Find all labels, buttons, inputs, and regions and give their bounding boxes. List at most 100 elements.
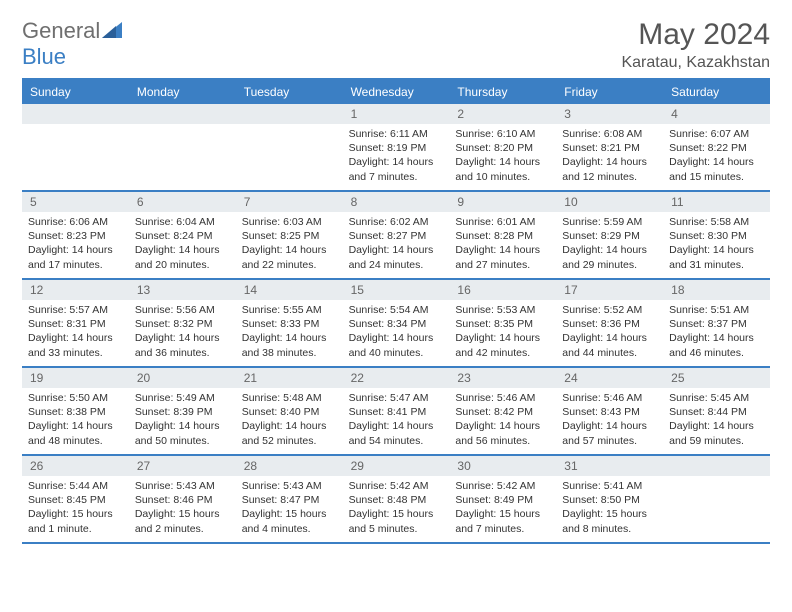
- logo-sail-icon: [102, 18, 122, 44]
- day-body: Sunrise: 5:49 AMSunset: 8:39 PMDaylight:…: [129, 388, 236, 454]
- day-body: Sunrise: 5:46 AMSunset: 8:42 PMDaylight:…: [449, 388, 556, 454]
- calendar-cell: 22Sunrise: 5:47 AMSunset: 8:41 PMDayligh…: [343, 368, 450, 454]
- calendar-week: 19Sunrise: 5:50 AMSunset: 8:38 PMDayligh…: [22, 368, 770, 456]
- page-title: May 2024: [621, 18, 770, 52]
- weekday-header: Sunday Monday Tuesday Wednesday Thursday…: [22, 80, 770, 104]
- day-body: Sunrise: 5:50 AMSunset: 8:38 PMDaylight:…: [22, 388, 129, 454]
- day-body: Sunrise: 5:42 AMSunset: 8:48 PMDaylight:…: [343, 476, 450, 542]
- day-body: Sunrise: 5:47 AMSunset: 8:41 PMDaylight:…: [343, 388, 450, 454]
- day-body: Sunrise: 5:57 AMSunset: 8:31 PMDaylight:…: [22, 300, 129, 366]
- day-number: [129, 104, 236, 124]
- day-number: 4: [663, 104, 770, 124]
- calendar-cell: 27Sunrise: 5:43 AMSunset: 8:46 PMDayligh…: [129, 456, 236, 542]
- calendar-cell: 14Sunrise: 5:55 AMSunset: 8:33 PMDayligh…: [236, 280, 343, 366]
- day-body: Sunrise: 5:42 AMSunset: 8:49 PMDaylight:…: [449, 476, 556, 542]
- calendar-cell: [663, 456, 770, 542]
- weekday-label: Saturday: [663, 80, 770, 104]
- calendar-week: 12Sunrise: 5:57 AMSunset: 8:31 PMDayligh…: [22, 280, 770, 368]
- calendar-cell: 25Sunrise: 5:45 AMSunset: 8:44 PMDayligh…: [663, 368, 770, 454]
- day-body: [236, 124, 343, 184]
- day-number: 6: [129, 192, 236, 212]
- day-number: 24: [556, 368, 663, 388]
- day-number: 9: [449, 192, 556, 212]
- calendar-cell: 21Sunrise: 5:48 AMSunset: 8:40 PMDayligh…: [236, 368, 343, 454]
- calendar-cell: 4Sunrise: 6:07 AMSunset: 8:22 PMDaylight…: [663, 104, 770, 190]
- day-body: Sunrise: 6:08 AMSunset: 8:21 PMDaylight:…: [556, 124, 663, 190]
- logo: GeneralBlue: [22, 18, 122, 70]
- day-body: Sunrise: 5:53 AMSunset: 8:35 PMDaylight:…: [449, 300, 556, 366]
- logo-word-a: General: [22, 18, 100, 43]
- day-body: Sunrise: 5:51 AMSunset: 8:37 PMDaylight:…: [663, 300, 770, 366]
- day-body: [663, 476, 770, 536]
- day-number: [22, 104, 129, 124]
- day-body: Sunrise: 6:11 AMSunset: 8:19 PMDaylight:…: [343, 124, 450, 190]
- calendar-cell: 3Sunrise: 6:08 AMSunset: 8:21 PMDaylight…: [556, 104, 663, 190]
- day-body: Sunrise: 5:43 AMSunset: 8:46 PMDaylight:…: [129, 476, 236, 542]
- day-number: 14: [236, 280, 343, 300]
- calendar-cell: 7Sunrise: 6:03 AMSunset: 8:25 PMDaylight…: [236, 192, 343, 278]
- day-body: Sunrise: 5:41 AMSunset: 8:50 PMDaylight:…: [556, 476, 663, 542]
- day-body: Sunrise: 5:58 AMSunset: 8:30 PMDaylight:…: [663, 212, 770, 278]
- day-body: Sunrise: 5:55 AMSunset: 8:33 PMDaylight:…: [236, 300, 343, 366]
- calendar-cell: 1Sunrise: 6:11 AMSunset: 8:19 PMDaylight…: [343, 104, 450, 190]
- day-number: 11: [663, 192, 770, 212]
- day-number: 1: [343, 104, 450, 124]
- calendar-cell: 6Sunrise: 6:04 AMSunset: 8:24 PMDaylight…: [129, 192, 236, 278]
- day-number: 18: [663, 280, 770, 300]
- calendar-cell: 19Sunrise: 5:50 AMSunset: 8:38 PMDayligh…: [22, 368, 129, 454]
- day-number: 17: [556, 280, 663, 300]
- calendar-week: 1Sunrise: 6:11 AMSunset: 8:19 PMDaylight…: [22, 104, 770, 192]
- day-number: 3: [556, 104, 663, 124]
- day-number: 29: [343, 456, 450, 476]
- calendar-cell: 20Sunrise: 5:49 AMSunset: 8:39 PMDayligh…: [129, 368, 236, 454]
- day-number: 10: [556, 192, 663, 212]
- weekday-label: Friday: [556, 80, 663, 104]
- day-body: Sunrise: 6:02 AMSunset: 8:27 PMDaylight:…: [343, 212, 450, 278]
- calendar-cell: 17Sunrise: 5:52 AMSunset: 8:36 PMDayligh…: [556, 280, 663, 366]
- weekday-label: Wednesday: [343, 80, 450, 104]
- day-number: 8: [343, 192, 450, 212]
- day-body: Sunrise: 6:01 AMSunset: 8:28 PMDaylight:…: [449, 212, 556, 278]
- calendar-cell: 9Sunrise: 6:01 AMSunset: 8:28 PMDaylight…: [449, 192, 556, 278]
- calendar-cell: 16Sunrise: 5:53 AMSunset: 8:35 PMDayligh…: [449, 280, 556, 366]
- day-body: Sunrise: 5:43 AMSunset: 8:47 PMDaylight:…: [236, 476, 343, 542]
- location-label: Karatau, Kazakhstan: [621, 54, 770, 72]
- day-body: Sunrise: 5:44 AMSunset: 8:45 PMDaylight:…: [22, 476, 129, 542]
- calendar-cell: [129, 104, 236, 190]
- day-body: Sunrise: 5:45 AMSunset: 8:44 PMDaylight:…: [663, 388, 770, 454]
- day-number: [236, 104, 343, 124]
- calendar: Sunday Monday Tuesday Wednesday Thursday…: [22, 78, 770, 544]
- day-number: 25: [663, 368, 770, 388]
- calendar-cell: 15Sunrise: 5:54 AMSunset: 8:34 PMDayligh…: [343, 280, 450, 366]
- calendar-cell: 11Sunrise: 5:58 AMSunset: 8:30 PMDayligh…: [663, 192, 770, 278]
- calendar-cell: 13Sunrise: 5:56 AMSunset: 8:32 PMDayligh…: [129, 280, 236, 366]
- header: GeneralBlue May 2024 Karatau, Kazakhstan: [22, 18, 770, 72]
- calendar-cell: 2Sunrise: 6:10 AMSunset: 8:20 PMDaylight…: [449, 104, 556, 190]
- day-number: 21: [236, 368, 343, 388]
- calendar-cell: 29Sunrise: 5:42 AMSunset: 8:48 PMDayligh…: [343, 456, 450, 542]
- day-body: Sunrise: 5:59 AMSunset: 8:29 PMDaylight:…: [556, 212, 663, 278]
- calendar-cell: [236, 104, 343, 190]
- day-number: 20: [129, 368, 236, 388]
- logo-text: GeneralBlue: [22, 18, 122, 70]
- weekday-label: Sunday: [22, 80, 129, 104]
- calendar-cell: 24Sunrise: 5:46 AMSunset: 8:43 PMDayligh…: [556, 368, 663, 454]
- day-body: Sunrise: 5:54 AMSunset: 8:34 PMDaylight:…: [343, 300, 450, 366]
- day-number: 22: [343, 368, 450, 388]
- day-number: 15: [343, 280, 450, 300]
- weekday-label: Tuesday: [236, 80, 343, 104]
- day-body: Sunrise: 6:10 AMSunset: 8:20 PMDaylight:…: [449, 124, 556, 190]
- logo-word-b: Blue: [22, 44, 66, 69]
- day-body: [22, 124, 129, 184]
- day-number: 12: [22, 280, 129, 300]
- day-number: 30: [449, 456, 556, 476]
- day-body: Sunrise: 6:04 AMSunset: 8:24 PMDaylight:…: [129, 212, 236, 278]
- day-number: [663, 456, 770, 476]
- calendar-cell: 23Sunrise: 5:46 AMSunset: 8:42 PMDayligh…: [449, 368, 556, 454]
- day-number: 28: [236, 456, 343, 476]
- day-number: 26: [22, 456, 129, 476]
- calendar-week: 26Sunrise: 5:44 AMSunset: 8:45 PMDayligh…: [22, 456, 770, 544]
- day-body: [129, 124, 236, 184]
- calendar-week: 5Sunrise: 6:06 AMSunset: 8:23 PMDaylight…: [22, 192, 770, 280]
- day-body: Sunrise: 6:07 AMSunset: 8:22 PMDaylight:…: [663, 124, 770, 190]
